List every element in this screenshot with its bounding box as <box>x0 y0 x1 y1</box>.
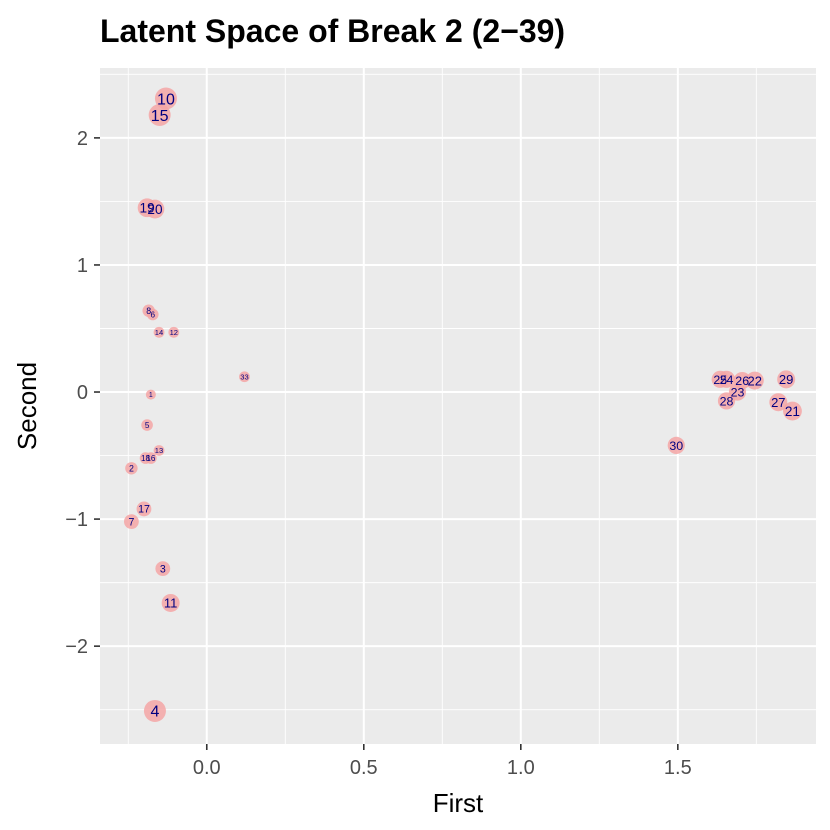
point-label: 19 <box>140 201 155 216</box>
scatter-point <box>769 393 788 412</box>
point-label: 14 <box>155 328 163 337</box>
point-label: 23 <box>731 385 745 399</box>
scatter-point <box>153 445 165 456</box>
point-label: 4 <box>151 704 160 721</box>
scatter-point <box>239 371 250 383</box>
point-label: 29 <box>779 372 793 387</box>
point-label: 10 <box>157 91 175 108</box>
point-label: 11 <box>164 596 178 611</box>
scatter-point <box>717 392 736 410</box>
scatter-point <box>141 419 153 431</box>
scatter-point <box>667 436 685 454</box>
scatter-point <box>153 326 165 338</box>
data-points <box>124 87 802 722</box>
point-label: 1 <box>149 392 153 399</box>
point-label: 8 <box>146 306 151 316</box>
scatter-point <box>146 308 159 321</box>
scatter-point <box>145 389 156 400</box>
point-label: 3 <box>160 563 166 575</box>
point-label: 21 <box>785 404 800 419</box>
point-label: 6 <box>150 310 155 319</box>
minor-gridlines <box>100 68 816 744</box>
point-label: 2 <box>129 463 134 473</box>
scatter-point <box>745 371 764 390</box>
scatter-point <box>717 370 736 388</box>
point-label: 5 <box>145 421 150 430</box>
point-label: 16 <box>146 454 156 463</box>
scatter-point <box>154 87 177 110</box>
y-tick-label: 2 <box>77 128 88 150</box>
y-tick-label: 1 <box>77 255 88 277</box>
scatter-point <box>145 199 165 219</box>
scatter-point <box>124 514 139 530</box>
major-gridlines <box>100 68 816 744</box>
y-tick-label: −2 <box>65 636 88 658</box>
x-axis-title: First <box>433 788 484 818</box>
y-axis: −2 −1 0 1 2 <box>65 128 100 658</box>
x-tick-label: 0.5 <box>350 757 378 779</box>
scatter-point <box>145 452 157 464</box>
scatter-point <box>148 104 171 127</box>
point-label: 30 <box>669 439 683 453</box>
scatter-point <box>155 561 171 577</box>
scatter-point <box>777 370 796 389</box>
point-label: 26 <box>735 374 749 388</box>
point-label: 24 <box>720 373 734 387</box>
scatter-point <box>143 699 166 722</box>
point-label: 25 <box>713 373 727 387</box>
x-axis: 0.0 0.5 1.0 1.5 <box>193 744 692 779</box>
x-tick-label: 1.0 <box>507 757 535 779</box>
x-tick-label: 1.5 <box>664 757 692 779</box>
point-label: 20 <box>147 202 163 217</box>
point-label: 7 <box>128 516 134 528</box>
y-axis-title: Second <box>12 362 42 450</box>
point-label: 17 <box>138 504 150 516</box>
plot-panel <box>100 68 816 744</box>
scatter-point <box>136 501 152 517</box>
point-label: 13 <box>155 446 163 455</box>
scatter-point <box>161 593 180 612</box>
x-tick-label: 0.0 <box>193 757 221 779</box>
point-label: 27 <box>771 395 785 410</box>
point-label: 15 <box>151 108 169 125</box>
point-label: 22 <box>748 373 762 388</box>
point-label: 12 <box>170 328 178 337</box>
point-label: 18 <box>141 454 151 463</box>
scatter-point <box>168 326 180 338</box>
y-tick-label: 0 <box>77 382 88 404</box>
point-label: 28 <box>720 394 734 408</box>
y-tick-label: −1 <box>65 509 88 531</box>
point-label: 33 <box>240 373 248 382</box>
scatter-point <box>783 401 802 421</box>
chart-title: Latent Space of Break 2 (2−39) <box>100 13 565 49</box>
scatter-point <box>125 462 138 475</box>
